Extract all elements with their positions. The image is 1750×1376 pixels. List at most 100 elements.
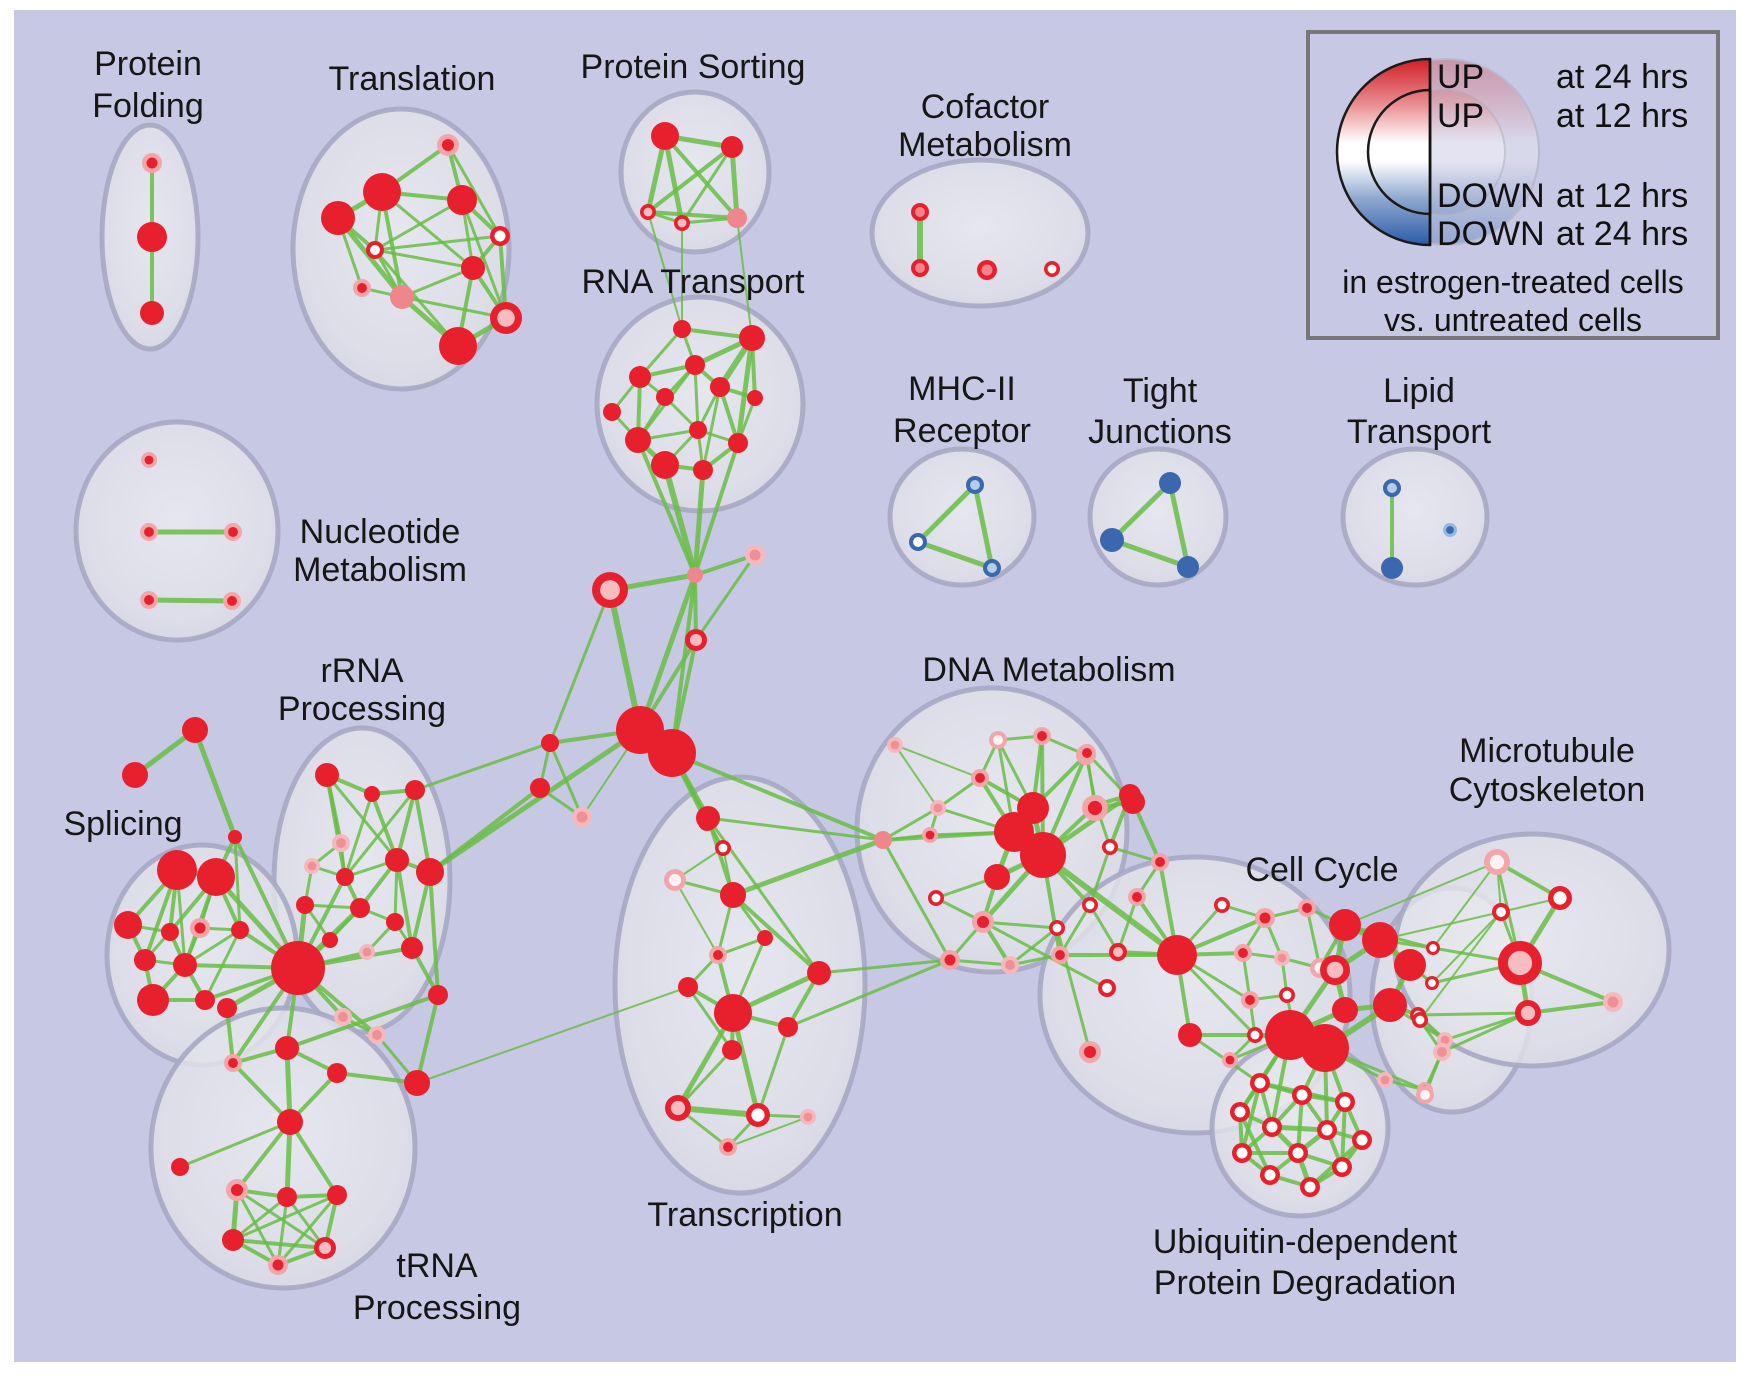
network-node [140, 591, 158, 609]
network-edge [675, 1105, 761, 1118]
network-node [1121, 790, 1145, 814]
cluster-label-rrna: Processing [278, 690, 446, 728]
network-edge [1416, 1011, 1530, 1017]
network-edge [416, 986, 689, 1084]
network-edge [178, 1120, 292, 1169]
network-node [674, 215, 690, 231]
network-node [332, 834, 350, 852]
network-node [972, 911, 994, 933]
network-node [1603, 992, 1623, 1012]
network-node [1301, 1024, 1349, 1072]
network-node [314, 1237, 336, 1259]
network-node [142, 153, 162, 173]
network-node [1260, 1165, 1280, 1185]
network-node [640, 204, 656, 220]
network-edge [373, 248, 475, 270]
network-node [651, 451, 679, 479]
network-node [874, 831, 892, 849]
network-edge [1008, 926, 1059, 967]
network-node [693, 460, 713, 480]
network-node [334, 1008, 352, 1026]
network-node [1255, 908, 1275, 928]
cluster-label-ub: Protein Degradation [1154, 1264, 1456, 1302]
network-node [1279, 987, 1295, 1003]
network-edge [373, 248, 460, 348]
network-node [359, 944, 375, 960]
network-node [541, 734, 559, 752]
legend-row-dir: UP [1437, 58, 1484, 96]
network-edge [427, 727, 643, 875]
network-node [673, 320, 691, 338]
network-node [1292, 1085, 1312, 1105]
network-node [1443, 523, 1457, 537]
network-node [437, 134, 459, 156]
network-node [1383, 479, 1401, 497]
cluster-label-trna: tRNA [396, 1247, 478, 1285]
legend-row-time: at 12 hrs [1556, 177, 1688, 215]
network-node [656, 388, 674, 406]
network-node [385, 848, 409, 872]
network-node [217, 998, 237, 1018]
network-node [490, 226, 510, 246]
network-edge [693, 553, 757, 577]
network-node [928, 890, 944, 906]
network-node [1109, 943, 1127, 961]
network-edge [285, 993, 440, 1050]
network-edge [231, 1195, 289, 1242]
network-edge [395, 788, 417, 862]
network-node [1151, 853, 1169, 871]
network-node [678, 977, 698, 997]
network-edge [706, 816, 735, 897]
network-node [1412, 1012, 1428, 1028]
network-edge [1526, 1000, 1615, 1015]
network-node [1241, 991, 1259, 1009]
network-edge [647, 211, 683, 330]
network-node [223, 592, 241, 610]
cluster-label-ps: Protein Sorting [581, 48, 806, 86]
network-edge [1379, 911, 1502, 941]
network-node [161, 923, 179, 941]
network-node [277, 1109, 303, 1135]
network-node [1262, 1117, 1282, 1137]
network-edge [1419, 911, 1502, 1021]
network-node [757, 930, 773, 946]
legend-gradient-inner-half-disc [1366, 88, 1432, 216]
cluster-label-pf: Folding [92, 87, 204, 125]
legend-border [1306, 30, 1720, 340]
network-edge [395, 858, 414, 950]
network-node [447, 185, 477, 215]
network-node [1300, 1177, 1320, 1197]
network-node [350, 898, 370, 918]
network-node [122, 762, 148, 788]
network-edge [1058, 903, 1092, 957]
network-node [197, 858, 235, 896]
network-node [226, 1179, 248, 1201]
network-node [1178, 1023, 1202, 1047]
network-edge [415, 993, 440, 1085]
network-edge [894, 744, 939, 809]
network-node [685, 355, 705, 375]
network-node [572, 807, 592, 827]
network-node [134, 949, 156, 971]
cluster-label-mhc: MHC-II [908, 370, 1016, 408]
cluster-label-cf: Metabolism [898, 126, 1072, 164]
network-edge [1431, 911, 1502, 984]
network-node [275, 1036, 299, 1060]
network-node [994, 812, 1034, 852]
cluster-label-mt: Cytoskeleton [1449, 771, 1646, 809]
network-node [710, 377, 730, 397]
network-edge [646, 145, 734, 214]
network-edge [915, 482, 978, 545]
network-edge [662, 133, 685, 226]
network-edge [817, 958, 952, 975]
network-node [363, 173, 401, 211]
network-node [1433, 1043, 1451, 1061]
network-node [315, 763, 339, 787]
network-node [1492, 903, 1510, 921]
cluster-ellipse-trna [148, 1005, 418, 1291]
network-edge [373, 234, 502, 252]
network-node [687, 567, 703, 583]
network-edge [276, 1195, 289, 1267]
cluster-label-tj: Tight [1123, 372, 1198, 410]
